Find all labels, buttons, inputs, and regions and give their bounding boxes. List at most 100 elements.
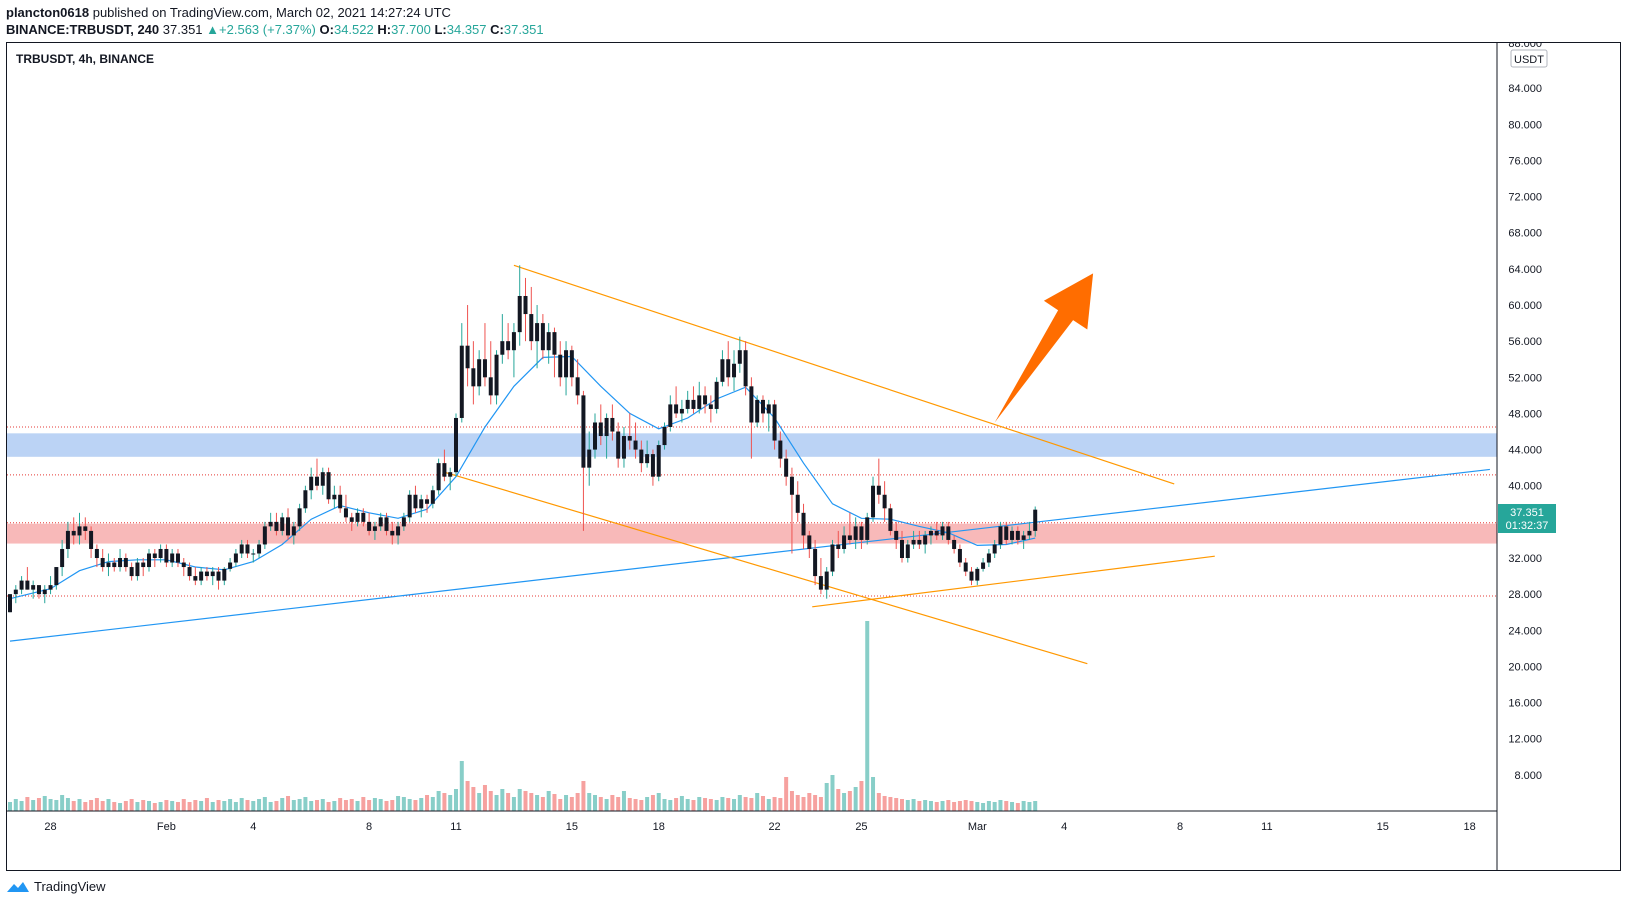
symbol-label[interactable]: BINANCE:TRBUSDT, 240	[6, 22, 160, 37]
price-axis[interactable]: 84.000 80.000 76.000 72.000 68.000 64.000 60.0…	[1508, 38, 1542, 782]
price-tick-label: 24.000	[1508, 625, 1542, 637]
candle-body	[587, 449, 592, 468]
time-tick-label: 11	[450, 821, 461, 833]
candlestick-chart[interactable]: 84.000 80.000 76.000 72.000 68.000 64.000 60.0…	[7, 38, 1620, 870]
channel-lower	[444, 471, 1088, 665]
candle-body	[957, 548, 962, 563]
candle-body	[1010, 530, 1015, 540]
volume-bar	[598, 797, 603, 811]
candle-body	[216, 571, 221, 581]
volume-bar	[19, 801, 24, 811]
candle-body	[89, 530, 94, 549]
time-axis[interactable]: 28 Feb 4 8 11 15 18 22 25 Mar 4 8 11 15 18	[44, 821, 1475, 833]
candle-body	[338, 494, 343, 509]
volume-bar	[726, 798, 731, 811]
volume-bar	[372, 798, 377, 811]
volume-bar	[778, 798, 783, 811]
candle-body	[482, 359, 487, 378]
volume-bar	[506, 793, 511, 811]
candle-body	[813, 548, 818, 577]
candle-body	[853, 526, 858, 540]
support-zone	[7, 523, 1497, 544]
last-price-badge-value: 37.351	[1510, 507, 1544, 519]
candle-body	[309, 476, 314, 491]
candle-body	[882, 494, 887, 509]
volume-bar	[175, 802, 180, 811]
volume-bar	[112, 802, 117, 811]
candle-body	[760, 399, 765, 414]
volume-bar	[523, 791, 528, 811]
candle-body	[923, 535, 928, 545]
chart-frame[interactable]: 84.000 80.000 76.000 72.000 68.000 64.000 60.0…	[6, 38, 1621, 871]
volume-bar	[668, 800, 673, 811]
candle-body	[390, 530, 395, 536]
candle-body	[755, 399, 760, 423]
candle-body	[517, 295, 522, 333]
volume-bar	[36, 798, 41, 811]
author-name[interactable]: plancton0618	[6, 5, 90, 20]
arrow-layer	[994, 273, 1094, 423]
candle-body	[674, 404, 679, 414]
tradingview-footer[interactable]: TradingView	[6, 879, 106, 894]
candle-body	[842, 535, 847, 549]
volume-bar	[48, 799, 53, 811]
candle-body	[170, 553, 175, 563]
volume-bar	[332, 801, 337, 811]
candle-body	[778, 440, 783, 459]
candle-body	[459, 345, 464, 418]
volume-bar	[459, 761, 464, 811]
price-tick-label: 20.000	[1508, 661, 1542, 673]
candle-body	[546, 332, 551, 351]
candle-body	[535, 323, 540, 342]
close-label: C:	[490, 22, 504, 37]
candle-body	[378, 517, 383, 527]
volume-bar	[500, 789, 505, 811]
candle-body	[65, 530, 70, 549]
candle-body	[396, 526, 401, 536]
volume-bar	[268, 802, 273, 811]
channel-upper	[513, 264, 1175, 485]
candle-body	[268, 521, 273, 527]
candle-body	[650, 454, 655, 477]
candle-body	[992, 544, 997, 554]
time-tick-label: 8	[366, 821, 372, 833]
volume-bar	[141, 800, 146, 811]
volume-bar	[251, 801, 256, 811]
candle-body	[436, 463, 441, 491]
volume-bar	[789, 791, 794, 811]
candle-body	[697, 395, 702, 409]
currency-badge[interactable]: USDT	[1510, 49, 1548, 68]
candle-body	[1015, 530, 1020, 540]
volume-bar	[83, 802, 88, 811]
candle-body	[158, 548, 163, 559]
high-label: H:	[377, 22, 392, 37]
volume-bar	[222, 801, 227, 811]
volume-bar	[656, 793, 661, 811]
candle-body	[899, 539, 904, 559]
volume-bar	[616, 797, 621, 811]
volume-bar	[430, 797, 435, 811]
candle-body	[946, 526, 951, 540]
volume-bar	[31, 800, 36, 811]
volume-bar	[89, 800, 94, 811]
candle-body	[280, 517, 285, 531]
last-price-badge: 37.351 01:32:37	[1498, 504, 1556, 533]
price-tick-label: 48.000	[1508, 408, 1542, 420]
candle-body	[71, 530, 76, 536]
candle-body	[662, 427, 667, 446]
candle-body	[621, 436, 626, 459]
volume-bar	[529, 793, 534, 811]
price-tick-label: 88.000	[1508, 43, 1542, 50]
volume-bar	[714, 800, 719, 811]
volume-bar	[193, 800, 198, 811]
volume-bar	[535, 795, 540, 811]
candle-body	[19, 580, 24, 590]
candle-body	[969, 571, 974, 581]
candle-body	[297, 508, 302, 527]
candle-body	[737, 350, 742, 364]
volume-bar	[419, 798, 424, 811]
time-tick-label: 22	[768, 821, 780, 833]
candle-body	[245, 544, 250, 554]
volume-bar	[720, 797, 725, 811]
candle-body	[274, 521, 279, 531]
